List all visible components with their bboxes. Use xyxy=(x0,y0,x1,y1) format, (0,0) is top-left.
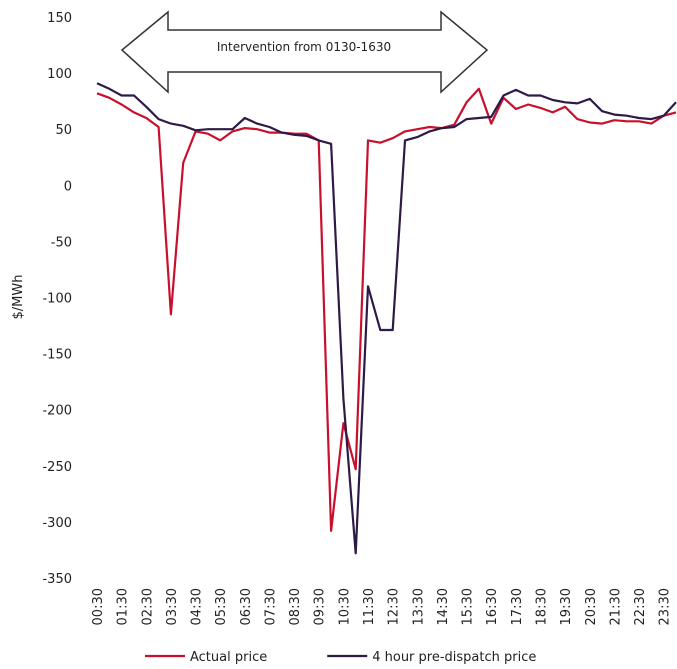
y-tick-label: -350 xyxy=(42,572,72,587)
x-tick-label: 09:30 xyxy=(313,588,328,625)
x-tick-label: 10:30 xyxy=(337,588,352,625)
x-tick-label: 03:30 xyxy=(165,588,180,625)
x-tick-label: 08:30 xyxy=(288,588,303,625)
x-tick-label: 16:30 xyxy=(485,588,500,625)
x-tick-label: 17:30 xyxy=(510,588,525,625)
y-tick-label: 50 xyxy=(55,123,72,138)
x-tick-label: 22:30 xyxy=(633,588,648,625)
x-tick-label: 06:30 xyxy=(239,588,254,625)
y-tick-label: 100 xyxy=(47,67,72,82)
series-line xyxy=(96,87,677,532)
y-tick-label: -250 xyxy=(42,460,72,475)
x-tick-label: 05:30 xyxy=(214,588,229,625)
x-tick-label: 20:30 xyxy=(584,588,599,625)
x-tick-label: 01:30 xyxy=(116,588,131,625)
legend-label: 4 hour pre-dispatch price xyxy=(372,650,536,665)
y-tick-label: -300 xyxy=(42,516,72,531)
x-tick-label: 14:30 xyxy=(436,588,451,625)
x-tick-label: 21:30 xyxy=(608,588,623,625)
annotation: Intervention from 0130-1630 xyxy=(217,40,391,54)
intervention-arrow xyxy=(120,10,489,94)
y-tick-label: 150 xyxy=(47,11,72,26)
legend-label: Actual price xyxy=(190,650,267,665)
x-tick-label: 02:30 xyxy=(140,588,155,625)
x-tick-label: 04:30 xyxy=(190,588,205,625)
x-tick-label: 23:30 xyxy=(658,588,673,625)
x-tick-label: 00:30 xyxy=(91,588,106,625)
y-tick-label: -200 xyxy=(42,404,72,419)
x-tick-label: 13:30 xyxy=(411,588,426,625)
x-tick-label: 11:30 xyxy=(362,588,377,625)
x-tick-label: 12:30 xyxy=(387,588,402,625)
y-axis-title: $/MWh xyxy=(11,275,26,320)
series-line xyxy=(96,82,677,555)
x-tick-label: 15:30 xyxy=(461,588,476,625)
x-tick-label: 07:30 xyxy=(263,588,278,625)
x-tick-label: 19:30 xyxy=(559,588,574,625)
x-tick-label: 18:30 xyxy=(534,588,549,625)
y-tick-label: -50 xyxy=(51,235,72,250)
y-tick-label: 0 xyxy=(64,179,72,194)
y-tick-label: -150 xyxy=(42,348,72,363)
y-tick-label: -100 xyxy=(42,292,72,307)
